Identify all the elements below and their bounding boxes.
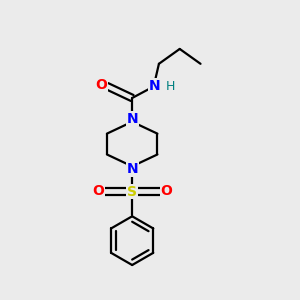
Text: S: S [127, 184, 137, 199]
Text: O: O [92, 184, 104, 198]
Text: H: H [166, 80, 176, 94]
Text: N: N [126, 162, 138, 176]
Text: N: N [126, 112, 138, 126]
Text: O: O [160, 184, 172, 198]
Text: O: O [96, 78, 107, 92]
Text: N: N [148, 79, 160, 93]
